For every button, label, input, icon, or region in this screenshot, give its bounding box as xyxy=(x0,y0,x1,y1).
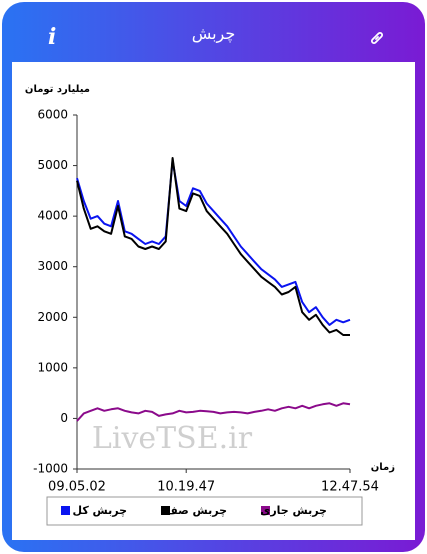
legend-label: چربش صف xyxy=(165,504,227,517)
y-tick-label: 1000 xyxy=(37,360,68,374)
legend-swatch xyxy=(161,506,170,515)
chart: LiveTSE.ir میلیارد تومان زمان -1000 0 1000 200… xyxy=(25,84,395,526)
y-tick-label: -1000 xyxy=(33,462,68,476)
y-tick-label: 6000 xyxy=(37,108,68,122)
y-axis-label: میلیارد تومان xyxy=(25,84,90,95)
chart-panel: LiveTSE.ir میلیارد تومان زمان -1000 0 1000 200… xyxy=(12,62,415,540)
legend-swatch xyxy=(261,506,270,515)
info-button[interactable]: i xyxy=(48,24,57,50)
legend-label: چربش جاری xyxy=(260,504,327,517)
legend-box xyxy=(46,496,363,526)
link-icon[interactable] xyxy=(369,30,385,46)
series-line xyxy=(76,157,350,336)
y-tick-label: 4000 xyxy=(37,209,68,223)
x-axis-label: زمان xyxy=(371,462,395,473)
x-tick-label: 12.47.54 xyxy=(321,480,379,495)
x-tick-label: 09.05.02 xyxy=(48,480,106,495)
y-tick-label: 3000 xyxy=(37,259,68,273)
header-title: چربش xyxy=(191,24,236,43)
series-line xyxy=(76,402,351,422)
watermark: LiveTSE.ir xyxy=(92,421,253,456)
legend-swatch xyxy=(61,506,70,515)
x-tick-label: 10.19.47 xyxy=(157,480,215,495)
legend-label: چربش کل xyxy=(73,504,128,517)
header: i چربش xyxy=(2,2,425,62)
y-tick-label: 0 xyxy=(60,411,68,425)
y-tick-label: 2000 xyxy=(37,310,68,324)
y-tick-label: 5000 xyxy=(37,158,68,172)
series-line xyxy=(76,159,351,326)
